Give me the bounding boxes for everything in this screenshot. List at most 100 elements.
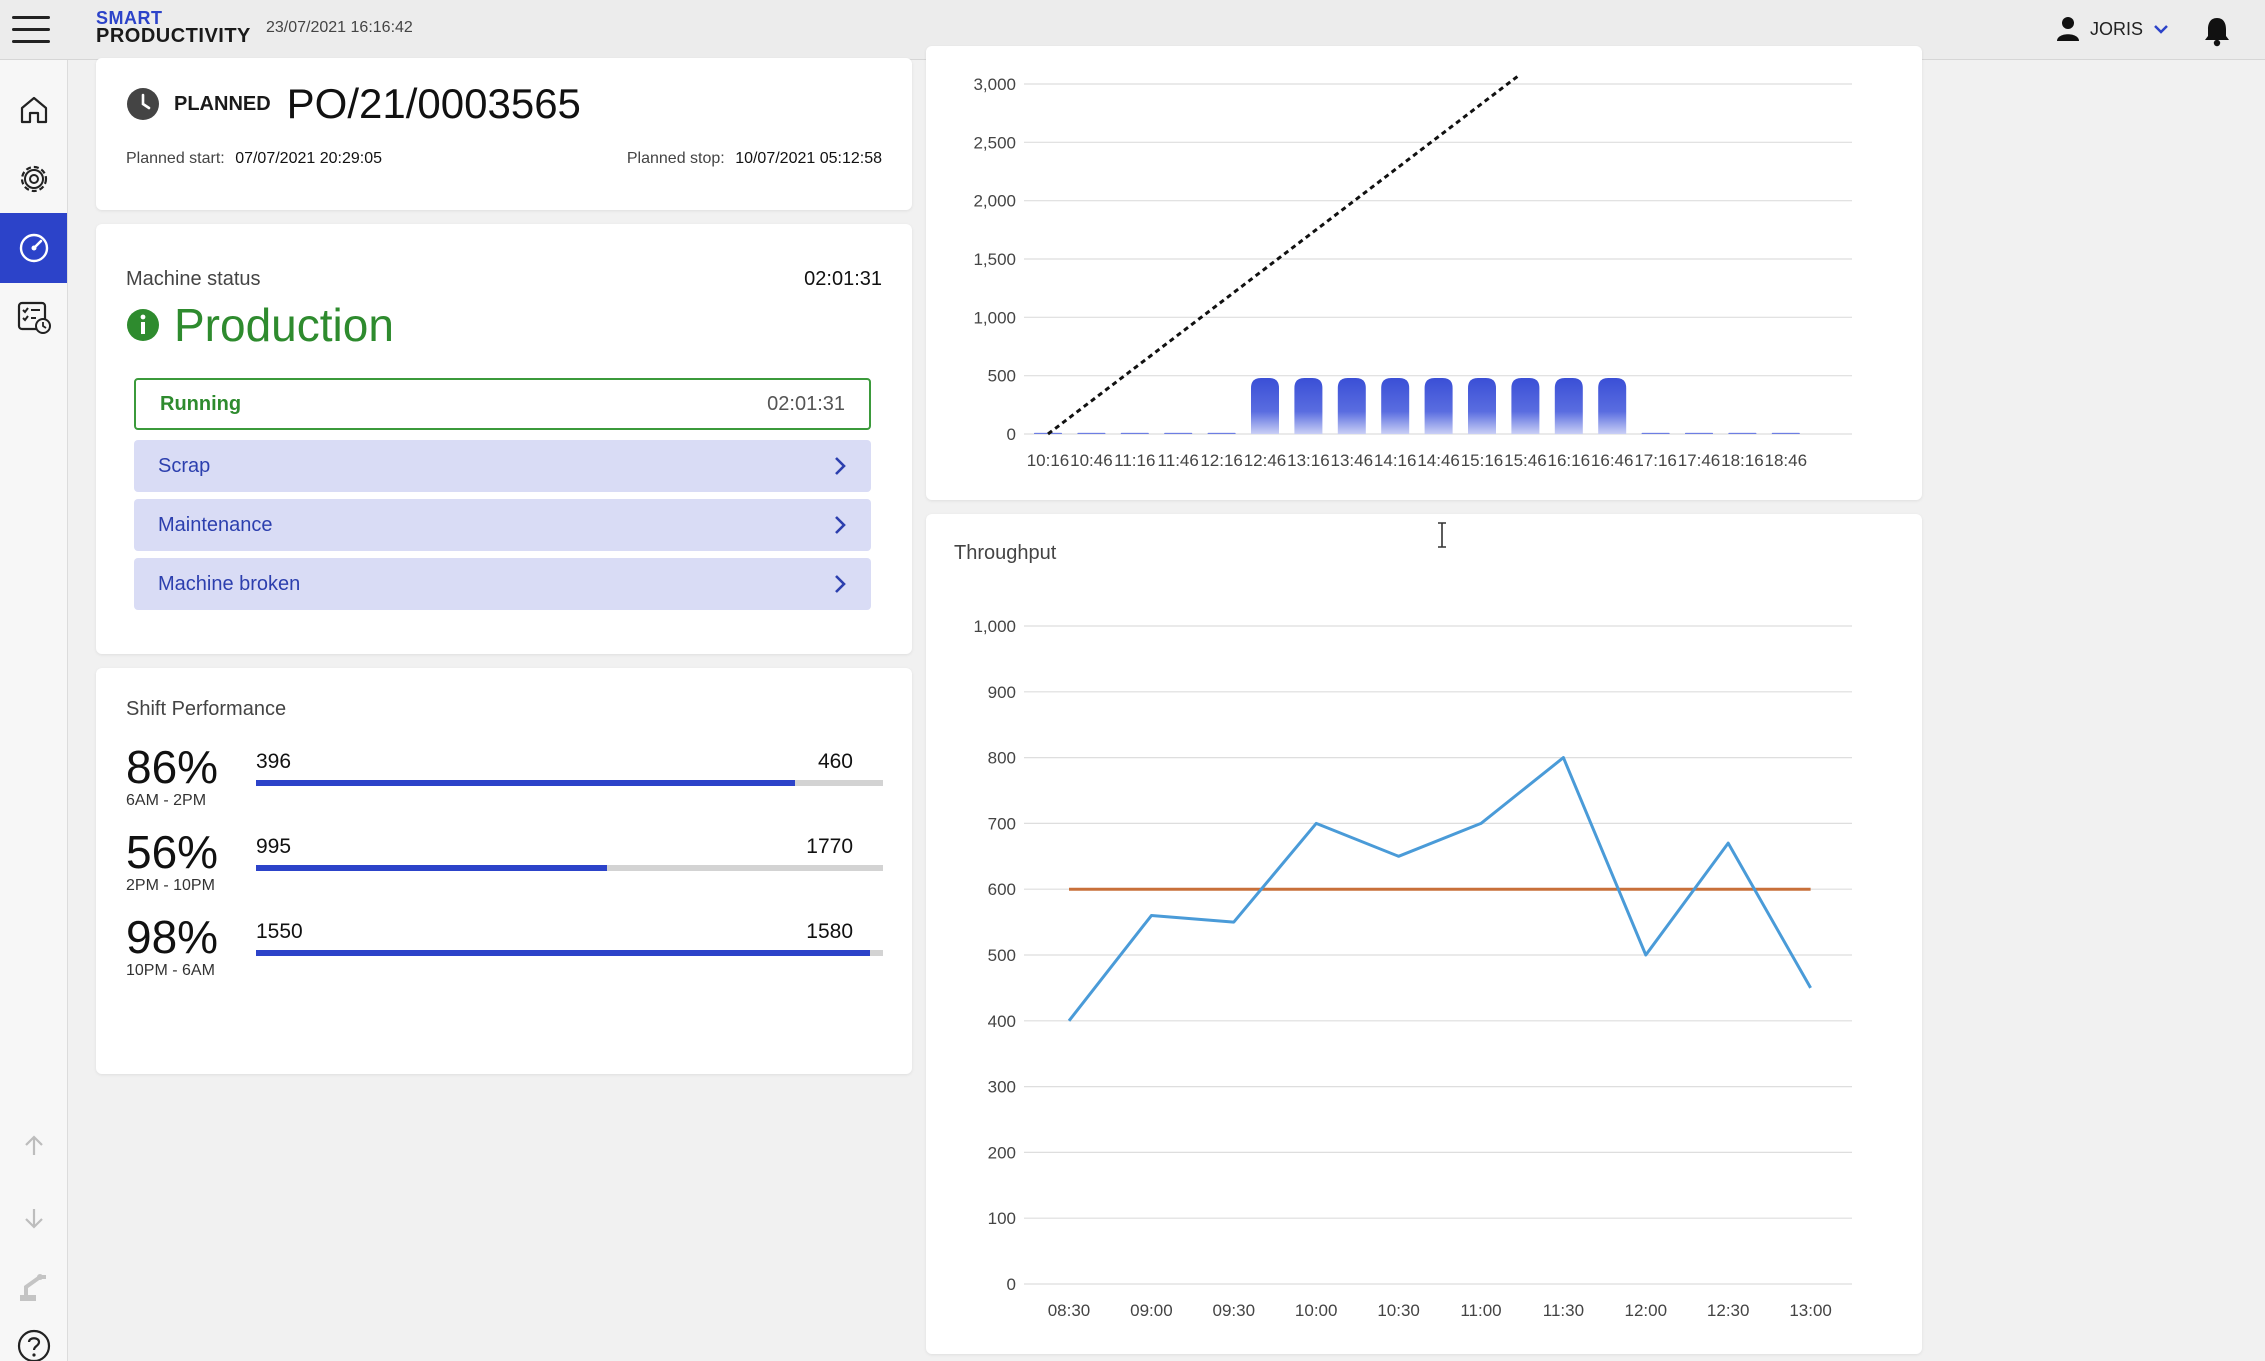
x-tick-label: 11:46 (1158, 451, 1199, 470)
bar (1120, 432, 1149, 434)
po-status: PLANNED (174, 92, 271, 115)
bar (1251, 378, 1279, 434)
x-tick-label: 16:46 (1591, 451, 1634, 470)
current-reason-time: 02:01:31 (767, 392, 845, 415)
shift-row: 86% 6AM - 2PM 396 460 (126, 740, 883, 820)
brand-logo: SMART PRODUCTIVITY (96, 9, 251, 46)
bar (1164, 432, 1193, 434)
sidebar-item-settings[interactable] (0, 144, 67, 214)
bar (1077, 432, 1106, 434)
planned-stop-label: Planned stop: (626, 150, 725, 167)
bar (1641, 432, 1670, 434)
machine-status-card: Machine status 02:01:31 Production Runni… (96, 224, 912, 654)
menu-icon[interactable] (12, 12, 50, 46)
x-tick-label: 09:00 (1130, 1301, 1173, 1320)
y-tick-label: 300 (988, 1078, 1016, 1097)
y-tick-label: 500 (988, 367, 1016, 386)
x-tick-label: 17:16 (1634, 451, 1677, 470)
reason-option-maintenance[interactable]: Maintenance (134, 499, 871, 551)
x-tick-label: 18:16 (1721, 451, 1764, 470)
shift-actual: 995 (256, 835, 292, 858)
chevron-right-icon (835, 457, 846, 475)
x-tick-label: 11:16 (1114, 451, 1155, 470)
y-tick-label: 3,000 (973, 75, 1016, 94)
throughput-card: Throughput 0 100 200 300 400 500 600 700 800 900 1… (926, 514, 1922, 1354)
scroll-down-button[interactable] (0, 1190, 67, 1246)
shift-actual: 396 (256, 750, 292, 773)
planned-start-value: 07/07/2021 20:29:05 (235, 150, 382, 167)
reason-option-machine-broken[interactable]: Machine broken (134, 558, 871, 610)
user-menu[interactable]: JORIS (2056, 14, 2169, 44)
x-tick-label: 16:16 (1548, 451, 1591, 470)
shift-target: 460 (817, 750, 853, 773)
x-tick-label: 15:16 (1461, 451, 1504, 470)
shift-row: 56% 2PM - 10PM 995 1770 (126, 825, 883, 905)
sidebar-item-home[interactable] (0, 75, 67, 145)
current-reason-running[interactable]: Running 02:01:31 (134, 378, 871, 430)
x-tick-label: 15:46 (1504, 451, 1547, 470)
bar (1294, 378, 1323, 434)
y-tick-label: 400 (988, 1012, 1016, 1031)
reason-option-scrap[interactable]: Scrap (134, 440, 871, 492)
shift-performance-card: Shift Performance 86% 6AM - 2PM 396 460 … (96, 668, 912, 1074)
throughput-title: Throughput (954, 542, 1057, 564)
robot-arm-button[interactable] (0, 1258, 67, 1314)
sidebar-item-dashboard[interactable] (0, 213, 67, 283)
shift-target: 1580 (806, 920, 853, 943)
x-tick-label: 12:46 (1244, 451, 1287, 470)
machine-state: Production (126, 298, 394, 352)
notification-bell-icon[interactable] (2200, 14, 2234, 48)
bar (1771, 432, 1800, 434)
shift-range: 2PM - 10PM (126, 877, 215, 894)
shift-progress-fill (256, 780, 796, 786)
shift-percent: 98% (126, 911, 219, 963)
x-tick-label: 10:00 (1295, 1301, 1338, 1320)
x-tick-label: 10:16 (1027, 451, 1070, 470)
x-tick-label: 11:30 (1543, 1301, 1584, 1320)
po-number: PO/21/0003565 (286, 80, 581, 127)
x-tick-label: 13:16 (1287, 451, 1330, 470)
y-tick-label: 1,000 (973, 617, 1016, 636)
chevron-down-icon (2154, 25, 2168, 34)
y-tick-label: 0 (1007, 1275, 1016, 1294)
planned-start: Planned start: 07/07/2021 20:29:05 (126, 150, 382, 168)
brand-line1: SMART (96, 8, 163, 28)
shift-progress-bar (256, 780, 883, 786)
home-icon (20, 96, 47, 124)
y-tick-label: 900 (988, 683, 1016, 702)
sidebar-item-schedule[interactable] (0, 282, 67, 352)
throughput-line (1067, 756, 1812, 1022)
y-tick-label: 600 (988, 880, 1016, 899)
machine-status-label: Machine status (126, 268, 261, 290)
x-tick-label: 14:16 (1374, 451, 1417, 470)
y-tick-label: 700 (988, 814, 1016, 833)
production-order-card: PLANNED PO/21/0003565 Planned start: 07/… (96, 58, 912, 210)
chevron-right-icon (835, 575, 846, 593)
dashboard-gauge-icon (19, 233, 48, 263)
x-tick-label: 12:16 (1200, 451, 1243, 470)
y-tick-label: 200 (988, 1143, 1016, 1162)
settings-gear-icon (20, 165, 47, 193)
bar (1511, 378, 1540, 434)
shift-performance-title: Shift Performance (126, 698, 287, 720)
arrow-down-icon (24, 1209, 43, 1229)
shift-progress-bar (256, 950, 883, 956)
bar (1424, 378, 1453, 434)
y-tick-label: 2,000 (973, 192, 1016, 211)
help-button[interactable] (0, 1318, 67, 1361)
current-datetime: 23/07/2021 16:16:42 (266, 19, 413, 36)
shift-progress-fill (256, 950, 871, 956)
scroll-up-button[interactable] (0, 1118, 67, 1174)
bar (1554, 378, 1583, 434)
arrow-up-icon (24, 1135, 43, 1155)
y-tick-label: 1,000 (973, 308, 1016, 327)
shift-row: 98% 10PM - 6AM 1550 1580 (126, 910, 883, 990)
y-tick-label: 100 (988, 1209, 1016, 1228)
y-tick-label: 500 (988, 946, 1016, 965)
x-tick-label: 09:30 (1213, 1301, 1256, 1320)
y-tick-label: 0 (1007, 425, 1016, 444)
shift-percent: 86% (126, 741, 219, 793)
x-tick-label: 11:00 (1460, 1301, 1501, 1320)
shift-range: 10PM - 6AM (126, 962, 215, 979)
